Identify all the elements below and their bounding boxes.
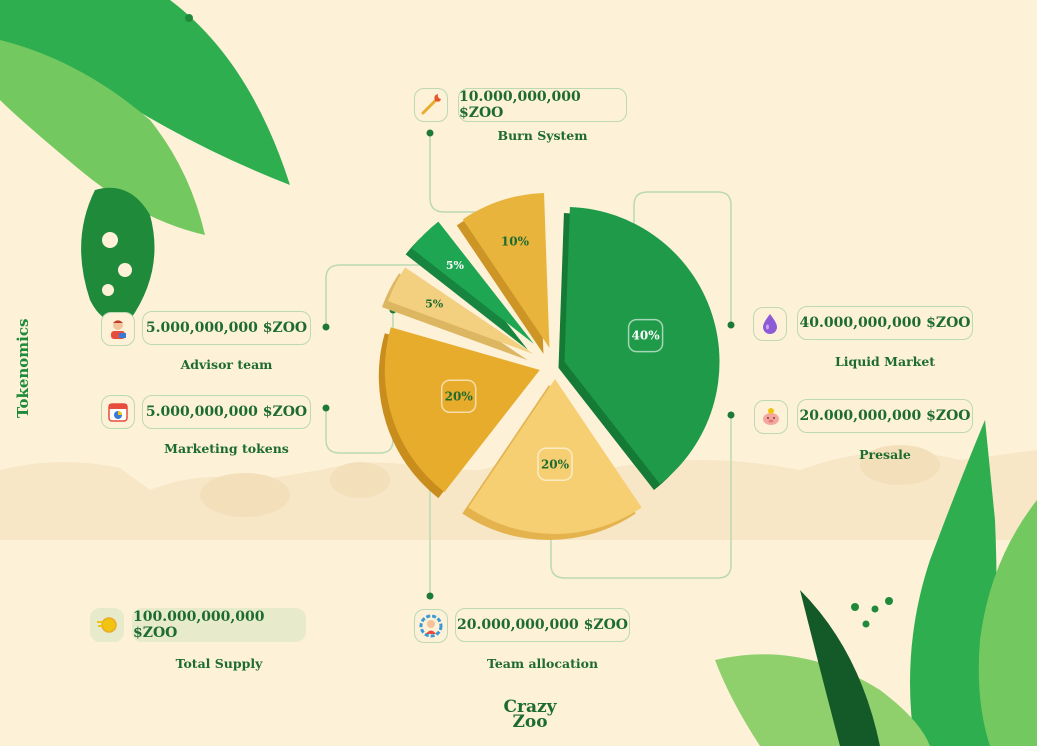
match-fire-icon: [414, 88, 448, 122]
presale-amount: 20.000,000,000 $ZOO: [797, 399, 973, 433]
pie-percent-label: 20%: [440, 379, 477, 414]
connector-dot: [727, 411, 735, 419]
leaf-decoration: [800, 590, 880, 746]
logo-line-2: Zoo: [512, 712, 548, 732]
gear-person-icon: [414, 609, 448, 643]
connector-dot: [322, 323, 330, 331]
pie-percent-label: 20%: [537, 447, 573, 481]
pie-slice-advisor-team: [411, 221, 534, 344]
leaf-decoration: [81, 187, 155, 323]
calendar-chart-icon: [101, 395, 135, 429]
marketing-label: Marketing tokens: [164, 441, 289, 456]
leaf-decoration: [715, 654, 930, 746]
leaf-dot: [851, 603, 859, 611]
connector-liquid: [633, 191, 732, 325]
connector-burn: [429, 133, 505, 213]
pie-slice-team-allocation: [384, 327, 540, 493]
total-supply-label: Total Supply: [175, 656, 263, 671]
animal-silhouette: [330, 462, 390, 498]
animal-silhouette: [860, 445, 940, 485]
connector-dot: [322, 404, 330, 412]
leaf-decoration: [910, 420, 997, 746]
advisor-label: Advisor team: [180, 357, 273, 372]
pie-percent-text: 20%: [445, 389, 474, 403]
leaf-decoration: [0, 0, 290, 185]
pie-percent-label: 5%: [446, 259, 465, 272]
leaf-dot: [871, 605, 879, 613]
total-supply-amount: 100.000,000,000 $ZOO: [132, 608, 306, 642]
pie-percent-label: 10%: [501, 235, 530, 249]
liquid-amount: 40.000,000,000 $ZOO: [797, 306, 973, 340]
team-amount: 20.000,000,000 $ZOO: [455, 608, 630, 642]
water-drop-icon: [753, 307, 787, 341]
connector-dot: [727, 321, 735, 329]
connector-marketing: [325, 310, 394, 454]
pie-percent-label: 40%: [627, 318, 664, 353]
connector-dot: [426, 592, 434, 600]
leaf-hole: [102, 232, 118, 248]
pie-slice-marketing-tokens: [387, 267, 534, 355]
pie-slice-burn-system: [462, 192, 550, 348]
pie-slice-presale: [468, 379, 642, 534]
pie-slice-liquid-market: [564, 207, 720, 485]
burn-label: Burn System: [497, 128, 588, 143]
logo-line-1: Crazy: [503, 697, 557, 717]
pie-percent-text: 10%: [501, 235, 530, 249]
leaf-hole: [102, 284, 114, 296]
connector-dot: [426, 129, 434, 137]
burn-amount: 10.000,000,000 $ZOO: [458, 88, 627, 122]
pie-percent-text: 20%: [541, 457, 570, 471]
presale-label: Presale: [859, 447, 911, 462]
marketing-amount: 5.000,000,000 $ZOO: [142, 395, 311, 429]
leaf-decoration: [0, 40, 205, 235]
advisor-amount: 5.000,000,000 $ZOO: [142, 311, 311, 345]
pie-percent-text: 5%: [425, 297, 444, 310]
leaf-dot: [885, 597, 893, 605]
piggy-bank-icon: [754, 400, 788, 434]
pie-percent-label: 5%: [425, 297, 444, 310]
liquid-label: Liquid Market: [834, 354, 936, 369]
leaf-dot: [862, 620, 870, 628]
advisor-person-icon: [101, 312, 135, 346]
pie-percent-text: 40%: [632, 329, 661, 343]
team-label: Team allocation: [486, 656, 599, 671]
connector-advisor: [325, 264, 455, 327]
connector-presale: [550, 415, 732, 579]
page-title: Tokenomics: [14, 318, 32, 418]
crazy-zoo-logo: Crazy Zoo: [490, 697, 570, 732]
leaf-hole: [118, 263, 132, 277]
leaf-dot: [185, 14, 193, 22]
coins-icon: [90, 608, 124, 642]
pie-percent-text: 5%: [446, 259, 465, 272]
leaf-decoration: [978, 500, 1037, 746]
elephant-silhouette: [200, 473, 290, 517]
